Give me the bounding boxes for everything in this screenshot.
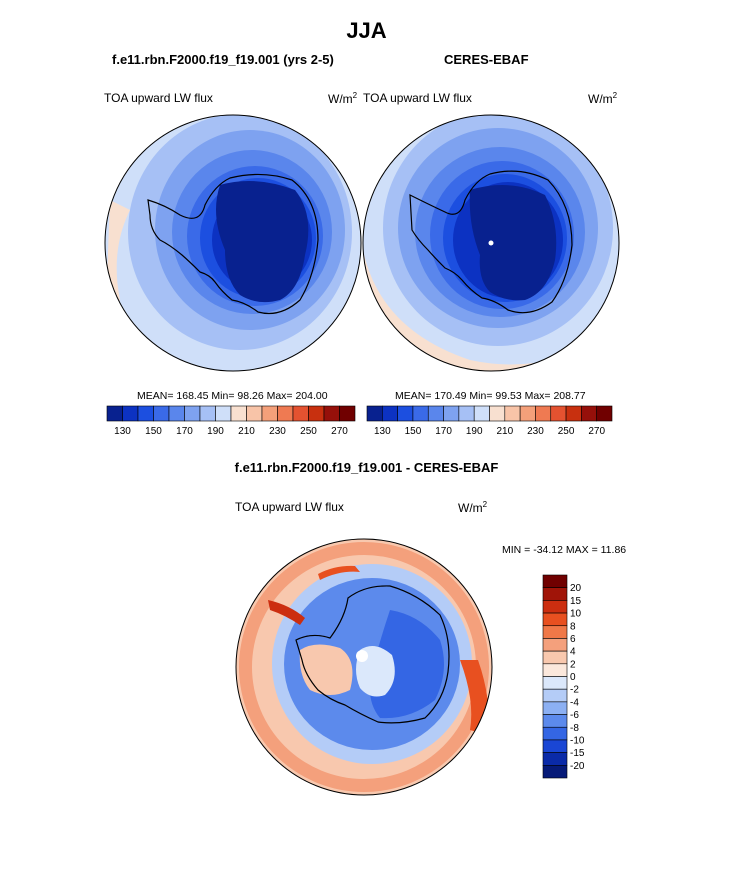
diff-colorbar-swatch (542, 650, 568, 665)
model-colorbar-tick-label: 270 (331, 426, 348, 437)
diff-colorbar-tick-label: 15 (570, 596, 582, 607)
season-title: JJA (346, 18, 387, 43)
obs-map (362, 114, 620, 372)
model-stats: MEAN= 168.45 Min= 98.26 Max= 204.00 (137, 390, 328, 402)
obs-case-title: CERES-EBAF (444, 52, 529, 67)
model-colorbar-swatch (339, 405, 356, 422)
model-colorbar-tick-label: 150 (145, 426, 162, 437)
obs-colorbar-swatch (489, 405, 506, 422)
diff-colorbar-tick-label: 4 (570, 647, 576, 658)
diff-units: W/m2 (458, 500, 488, 515)
diff-colorbar-swatch (542, 676, 568, 690)
diff-colorbar-tick-label: -4 (570, 697, 579, 708)
diff-colorbar-swatch (542, 625, 568, 639)
obs-colorbar-tick-label: 130 (374, 426, 391, 437)
obs-colorbar-swatch (550, 405, 567, 422)
obs-stats: MEAN= 170.49 Min= 99.53 Max= 208.77 (395, 390, 586, 402)
obs-field-label: TOA upward LW flux (363, 91, 472, 105)
diff-colorbar-swatch (542, 701, 568, 715)
diff-stats: MIN = -34.12 MAX = 11.86 (502, 544, 627, 556)
obs-colorbar-tick-label: 230 (527, 426, 544, 437)
diff-colorbar-swatch (542, 600, 568, 614)
diff-colorbar-tick-label: -20 (570, 761, 585, 772)
model-colorbar-swatch (137, 405, 154, 422)
model-colorbar-swatch (168, 405, 185, 422)
diff-colorbar-swatch (542, 587, 568, 601)
model-colorbar-swatch (153, 405, 170, 422)
model-colorbar-tick-label: 170 (176, 426, 193, 437)
diff-colorbar-swatch (542, 714, 568, 728)
obs-colorbar-tick-label: 210 (496, 426, 513, 437)
obs-colorbar-swatch (581, 405, 597, 422)
model-colorbar-tick-label: 190 (207, 426, 224, 437)
obs-colorbar-swatch (443, 405, 460, 422)
obs-colorbar-swatch (382, 405, 398, 422)
obs-colorbar-swatch (458, 405, 475, 422)
diff-colorbar-tick-label: 2 (570, 659, 576, 670)
model-colorbar-swatch (277, 405, 294, 422)
obs-colorbar-swatch (565, 405, 582, 422)
model-colorbar-swatch (308, 405, 325, 422)
model-colorbar-swatch (122, 405, 139, 422)
diff-colorbar-tick-label: -2 (570, 685, 579, 696)
diff-colorbar-swatch (542, 726, 568, 741)
diff-colorbar-tick-label: -6 (570, 710, 579, 721)
diff-colorbar-tick-label: 8 (570, 621, 576, 632)
obs-colorbar-swatch (427, 405, 444, 422)
diff-colorbar-swatch (542, 752, 568, 766)
diff-colorbar-swatch (542, 739, 568, 753)
diff-colorbar-swatch (542, 612, 568, 627)
diff-title: f.e11.rbn.F2000.f19_f19.001 - CERES-EBAF (234, 460, 499, 475)
obs-colorbar-swatch (519, 405, 536, 422)
model-colorbar-swatch (292, 405, 309, 422)
model-field-label: TOA upward LW flux (104, 91, 213, 105)
obs-colorbar-swatch (397, 405, 414, 422)
obs-colorbar: 130 150 170 190 210 230 250 270 (366, 405, 613, 437)
diff-colorbar-tick-label: 20 (570, 583, 582, 594)
model-colorbar-tick-label: 130 (114, 426, 131, 437)
diff-colorbar-tick-label: 0 (570, 672, 576, 683)
obs-colorbar-tick-label: 270 (588, 426, 605, 437)
diff-colorbar-tick-label: 10 (570, 609, 582, 620)
model-colorbar-swatch (323, 405, 340, 422)
obs-colorbar-tick-label: 190 (466, 426, 483, 437)
model-case-title: f.e11.rbn.F2000.f19_f19.001 (yrs 2-5) (112, 52, 334, 67)
model-colorbar-swatch (184, 405, 201, 422)
diff-colorbar-tick-label: -8 (570, 723, 579, 734)
model-units: W/m2 (328, 91, 358, 106)
diff-map (235, 538, 493, 796)
diff-colorbar-swatch (542, 574, 568, 588)
obs-colorbar-swatch (535, 405, 552, 422)
model-colorbar-swatch (106, 405, 123, 422)
obs-colorbar-swatch (366, 405, 383, 422)
model-colorbar-tick-label: 230 (269, 426, 286, 437)
diff-colorbar-swatch (542, 688, 568, 703)
obs-colorbar-swatch (473, 405, 490, 422)
diff-colorbar-tick-label: -10 (570, 735, 585, 746)
obs-colorbar-tick-label: 170 (435, 426, 452, 437)
obs-units: W/m2 (588, 91, 618, 106)
obs-colorbar-swatch (596, 405, 613, 422)
diff-colorbar-swatch (542, 765, 568, 779)
model-colorbar-swatch (261, 405, 278, 422)
model-colorbar-swatch (230, 405, 247, 422)
model-colorbar-tick-label: 250 (300, 426, 317, 437)
obs-colorbar-tick-label: 250 (558, 426, 575, 437)
model-colorbar-swatch (199, 405, 216, 422)
model-colorbar: 130 150 170 190 210 230 250 270 (106, 405, 356, 437)
diff-colorbar-swatch (542, 638, 568, 652)
obs-colorbar-swatch (412, 405, 429, 422)
obs-colorbar-swatch (504, 405, 521, 422)
model-colorbar-swatch (215, 405, 232, 422)
diff-colorbar-tick-label: 6 (570, 634, 576, 645)
obs-colorbar-tick-label: 150 (405, 426, 422, 437)
diff-field-label: TOA upward LW flux (235, 500, 344, 514)
model-map (104, 114, 362, 372)
model-colorbar-tick-label: 210 (238, 426, 255, 437)
diff-colorbar-tick-label: -15 (570, 748, 585, 759)
model-colorbar-swatch (246, 405, 263, 422)
diff-colorbar-swatch (542, 663, 568, 677)
